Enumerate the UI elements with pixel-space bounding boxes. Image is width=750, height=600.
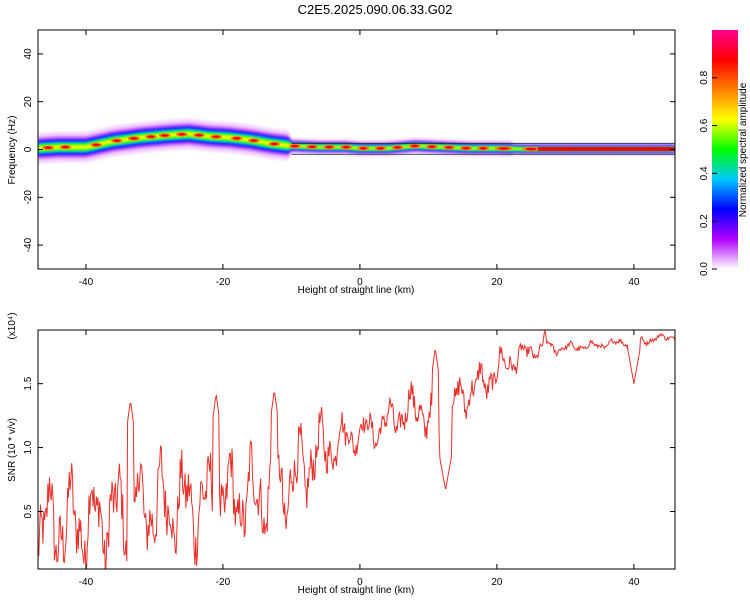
spectrogram-peak (212, 135, 220, 139)
colorbar-label: Normalized spectral amplitude (738, 82, 749, 217)
spectrogram-peak (498, 147, 510, 150)
spectrogram-y-label: Frequency (Hz) (7, 116, 18, 185)
colorbar-tick-label: 0.6 (699, 118, 710, 132)
spectrogram-y-tick-label: -20 (23, 190, 34, 205)
spectrogram-peak (270, 142, 278, 146)
spectrogram-peak (445, 146, 453, 149)
spectrogram-peak (462, 146, 470, 150)
colorbar: 0.0 0.2 0.4 0.6 0.8 Normalized spectral ampl… (699, 30, 749, 276)
spectrogram-peak (411, 144, 419, 148)
snr-frame (37, 329, 676, 570)
spectrogram-y-tick-label: -40 (23, 237, 34, 252)
spectrogram-peak (291, 144, 299, 148)
spectrogram-y-tick-label: 0 (23, 146, 34, 152)
spectrogram-peak (525, 147, 537, 151)
spectrogram-peak (308, 145, 316, 149)
snr-x-ticks: -40 -20 0 20 40 (79, 330, 640, 588)
spectrogram-x-label: Height of straight line (km) (298, 285, 415, 296)
spectrogram-peak (161, 134, 169, 137)
spectrogram-x-ticks: -40 -20 0 20 40 (79, 30, 640, 288)
snr-x-tick-label: 20 (491, 577, 503, 588)
colorbar-gradient (712, 30, 738, 269)
spectrogram-ridge-core (538, 147, 675, 151)
spectrogram-peak (233, 137, 241, 140)
spectrogram-panel: -40 -20 0 20 40 -40 -20 0 20 40 Height of straig… (7, 29, 676, 296)
spectrogram-peak (376, 147, 385, 150)
snr-x-tick-label: 0 (357, 577, 363, 588)
spectrogram-peak (113, 139, 121, 142)
snr-panel: -40 -20 0 20 40 0.5 1.0 1.5 Height of straight… (7, 312, 676, 596)
snr-x-tick-label: 40 (628, 577, 640, 588)
spectrogram-heatmap (38, 118, 675, 164)
snr-x-label: Height of straight line (km) (298, 585, 415, 596)
spectrogram-x-tick-label: -40 (79, 277, 94, 288)
chart-title: C2E5.2025.090.06.33.G02 (298, 2, 453, 17)
colorbar-tick-label: 0.4 (699, 166, 710, 180)
spectrogram-x-tick-label: 40 (628, 277, 640, 288)
snr-x-tick-label: -40 (79, 577, 94, 588)
spectrogram-x-tick-label: -20 (216, 277, 231, 288)
snr-y-tick-label: 1.0 (23, 440, 34, 454)
snr-y-tick-label: 1.5 (23, 376, 34, 390)
snr-y-label: SNR (10 * v/v) (7, 418, 18, 482)
colorbar-tick-label: 0.0 (699, 262, 710, 276)
spectrogram-peak (250, 139, 258, 142)
spectrogram-x-tick-label: 0 (357, 277, 363, 288)
spectrogram-peak (130, 137, 138, 140)
snr-plot-area (38, 330, 675, 569)
spectrogram-peak (428, 145, 436, 148)
snr-y-ticks: 0.5 1.0 1.5 (23, 376, 675, 518)
snr-x-tick-label: -20 (216, 577, 231, 588)
spectrogram-x-tick-label: 20 (491, 277, 503, 288)
colorbar-tick-label: 0.8 (699, 70, 710, 84)
spectrogram-peak (325, 145, 333, 149)
colorbar-ticks: 0.0 0.2 0.4 0.6 0.8 (699, 70, 717, 276)
snr-series-line (38, 330, 675, 569)
spectrogram-peak (92, 143, 100, 147)
snr-scale-note: (x10⁴) (7, 312, 18, 339)
spectrogram-peak (359, 147, 367, 150)
spectrogram-peak (479, 147, 487, 150)
spectrogram-y-tick-label: 40 (23, 48, 34, 60)
spectrogram-peak (393, 146, 402, 149)
colorbar-tick-label: 0.2 (699, 214, 710, 228)
spectrogram-peak (342, 145, 350, 149)
spectrogram-peak (147, 135, 155, 138)
spectrogram-peak (44, 146, 52, 150)
spectrogram-y-ticks: -40 -20 0 20 40 (23, 48, 675, 252)
spectrogram-peak (61, 145, 69, 149)
spectrogram-peak (178, 133, 186, 136)
spectrogram-y-tick-label: 20 (23, 96, 34, 108)
snr-y-tick-label: 0.5 (23, 504, 34, 518)
spectrogram-peak (195, 133, 203, 137)
